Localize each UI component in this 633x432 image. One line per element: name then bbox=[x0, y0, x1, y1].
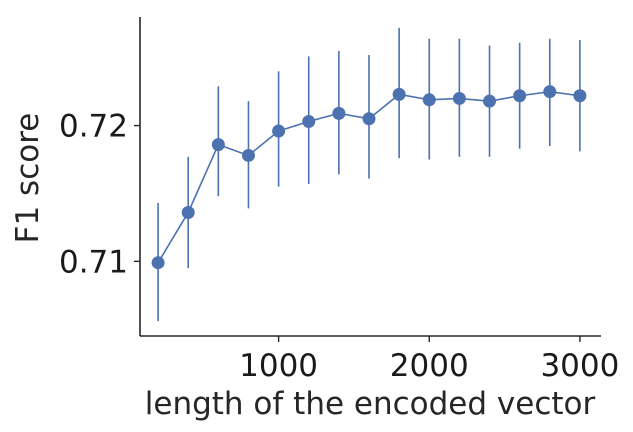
data-point bbox=[392, 87, 406, 101]
data-point bbox=[151, 256, 165, 270]
data-point bbox=[181, 205, 195, 219]
data-point bbox=[573, 89, 587, 103]
data-point bbox=[513, 89, 527, 103]
y-tick-label: 0.71 bbox=[59, 244, 128, 280]
x-axis-label: length of the encoded vector bbox=[145, 386, 596, 422]
data-point bbox=[452, 91, 466, 105]
axis-ticks: 1000 2000 3000 0.71 0.72 bbox=[59, 109, 619, 384]
plot-area bbox=[151, 27, 587, 322]
y-tick-label: 0.72 bbox=[59, 109, 128, 145]
x-tick-label: 1000 bbox=[239, 348, 318, 384]
data-point bbox=[302, 115, 316, 129]
data-point bbox=[422, 93, 436, 107]
y-axis-label: F1 score bbox=[10, 113, 46, 244]
data-point bbox=[332, 106, 346, 120]
x-tick-label: 3000 bbox=[540, 348, 619, 384]
x-tick-label: 2000 bbox=[390, 348, 469, 384]
data-point bbox=[211, 138, 225, 152]
data-point bbox=[543, 85, 557, 99]
data-point bbox=[272, 124, 286, 138]
data-point bbox=[362, 112, 376, 126]
data-point bbox=[483, 94, 497, 108]
data-point bbox=[241, 148, 255, 162]
